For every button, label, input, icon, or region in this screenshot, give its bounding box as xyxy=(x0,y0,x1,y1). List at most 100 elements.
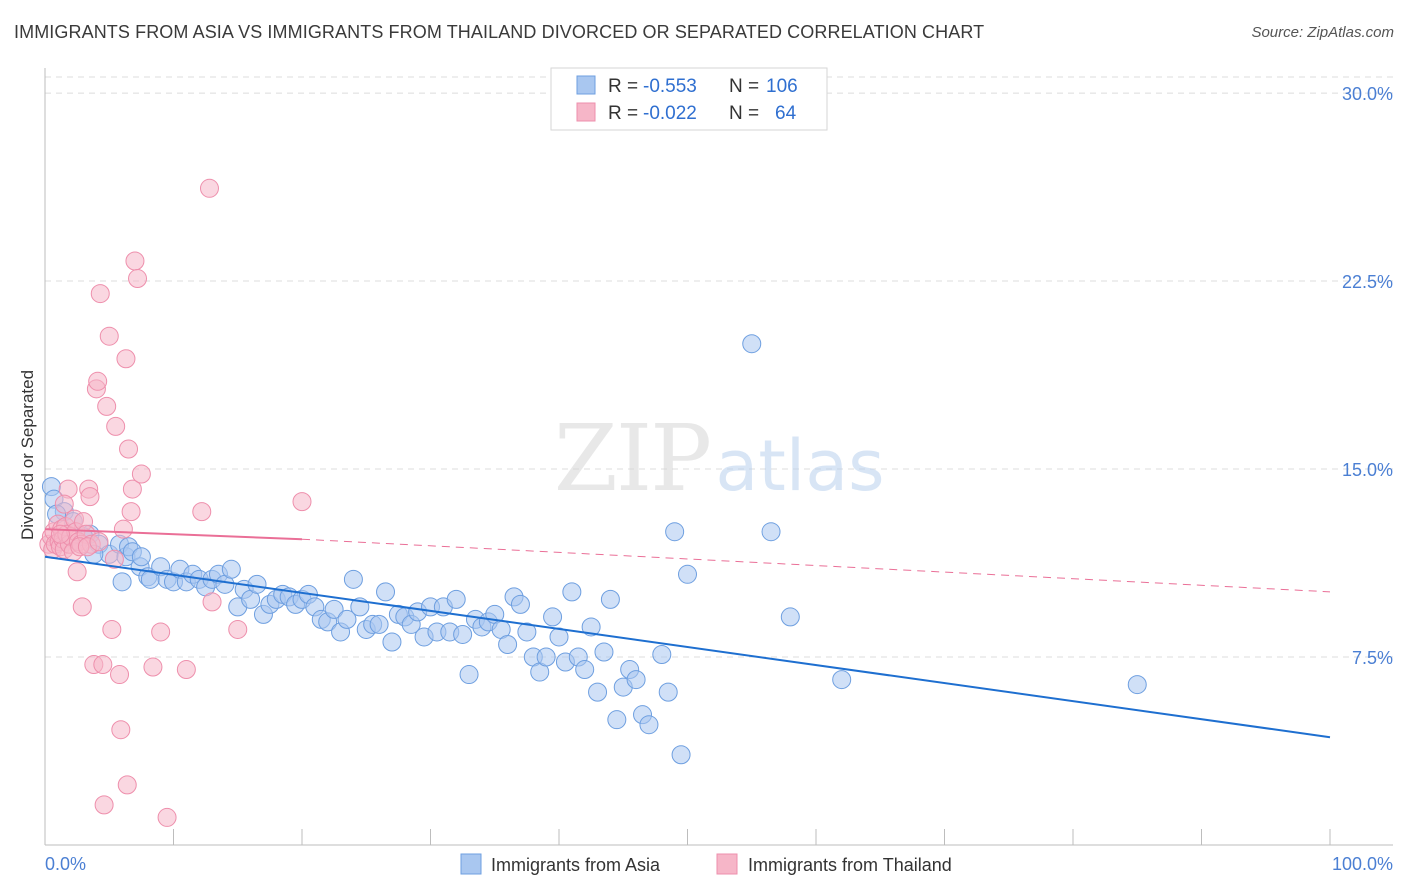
asia-point xyxy=(678,564,697,584)
asia-point xyxy=(562,582,582,602)
thailand-point xyxy=(116,349,136,369)
thailand-point xyxy=(151,622,171,642)
thailand-point xyxy=(131,464,151,484)
axis-layer xyxy=(44,68,1393,846)
asia-point xyxy=(671,745,691,765)
thailand-point xyxy=(199,178,219,198)
asia-point xyxy=(594,642,614,662)
chart-title: IMMIGRANTS FROM ASIA VS IMMIGRANTS FROM … xyxy=(14,22,985,42)
x-tick-label: 100.0% xyxy=(1332,854,1393,874)
series-legend-label-asia: Immigrants from Asia xyxy=(491,855,661,875)
asia-point xyxy=(382,632,402,652)
grid-layer xyxy=(45,76,1393,658)
asia-point xyxy=(131,547,151,567)
legend-swatch-asia xyxy=(576,75,596,95)
asia-point xyxy=(221,559,241,579)
legend-r-label-asia: R = xyxy=(608,76,638,97)
thailand-point xyxy=(117,775,137,795)
asia-point xyxy=(665,522,685,542)
y-tick-label: 15.0% xyxy=(1342,460,1393,480)
asia-point xyxy=(607,710,627,730)
thailand-point xyxy=(88,371,108,391)
series-legend-swatch-asia xyxy=(460,853,482,875)
thailand-point xyxy=(94,795,114,815)
legend-n-value-asia: 106 xyxy=(766,76,798,97)
series-legend: Immigrants from Asia Immigrants from Tha… xyxy=(460,853,952,875)
legend-swatch-thailand xyxy=(576,102,596,122)
thailand-point xyxy=(119,439,139,459)
asia-point xyxy=(588,682,608,702)
thailand-point xyxy=(80,487,100,507)
asia-point xyxy=(459,665,479,685)
asia-point xyxy=(761,522,781,542)
thailand-point xyxy=(121,502,141,522)
asia-point xyxy=(581,617,601,637)
thailand-point xyxy=(106,416,126,436)
asia-point xyxy=(324,599,344,619)
asia-point xyxy=(543,607,563,627)
points-layer xyxy=(39,178,1147,827)
asia-point xyxy=(369,614,389,634)
thailand-point xyxy=(89,532,109,552)
asia-point xyxy=(376,582,396,602)
watermark: ZIP atlas xyxy=(554,405,885,512)
asia-point xyxy=(453,624,473,644)
legend-r-value-thailand: -0.022 xyxy=(643,103,697,124)
thailand-point xyxy=(54,494,74,514)
thailand-point xyxy=(122,479,142,499)
tick-labels: 7.5% 15.0% 22.5% 30.0% 0.0% 100.0% xyxy=(45,84,1393,874)
trend-layer xyxy=(44,528,1331,739)
thailand-point xyxy=(102,619,122,639)
asia-point xyxy=(517,622,537,642)
series-legend-swatch-thailand xyxy=(716,853,738,875)
thailand-point xyxy=(192,502,212,522)
watermark-atlas: atlas xyxy=(715,425,884,507)
asia-point xyxy=(780,607,800,627)
y-tick-label: 22.5% xyxy=(1342,272,1393,292)
legend-n-label-asia: N = xyxy=(729,76,759,97)
thailand-point xyxy=(67,562,87,582)
thailand-point xyxy=(99,326,119,346)
asia-point xyxy=(112,572,132,592)
asia-point xyxy=(575,660,595,680)
thailand-point xyxy=(104,549,124,569)
thailand-point xyxy=(90,284,110,304)
thailand-point xyxy=(202,592,222,612)
thailand-point xyxy=(50,524,70,544)
legend-r-label-thailand: R = xyxy=(608,103,638,124)
thailand-trend-line xyxy=(44,528,303,541)
thailand-point xyxy=(72,597,92,617)
asia-point xyxy=(1127,675,1147,695)
thailand-point xyxy=(228,619,248,639)
legend-n-value-thailand: 64 xyxy=(775,103,797,124)
thailand-point xyxy=(97,396,117,416)
asia-point xyxy=(510,594,530,614)
y-tick-label: 7.5% xyxy=(1352,648,1393,668)
x-tick-label: 0.0% xyxy=(45,854,86,874)
thailand-point xyxy=(110,665,130,685)
asia-point xyxy=(536,647,556,667)
thailand-trend-extension xyxy=(301,538,1331,593)
asia-point xyxy=(446,589,466,609)
asia-point xyxy=(832,670,852,690)
asia-point xyxy=(337,609,357,629)
asia-point xyxy=(626,670,646,690)
asia-point xyxy=(658,682,678,702)
series-legend-label-thailand: Immigrants from Thailand xyxy=(748,855,952,875)
thailand-point xyxy=(93,655,113,675)
thailand-point xyxy=(128,269,148,289)
watermark-zip: ZIP xyxy=(554,405,710,512)
asia-point xyxy=(247,574,267,594)
correlation-legend: R = -0.553 N = 106 R = -0.022 N = 64 xyxy=(550,67,828,131)
thailand-point xyxy=(143,657,163,677)
asia-trend-line xyxy=(44,555,1331,739)
thailand-point xyxy=(292,492,312,512)
source-credit: Source: ZipAtlas.com xyxy=(1251,24,1394,41)
thailand-point xyxy=(125,251,145,271)
asia-point xyxy=(600,589,620,609)
thailand-point xyxy=(111,720,131,740)
thailand-point xyxy=(113,519,133,539)
y-axis-label: Divorced or Separated xyxy=(18,369,37,541)
asia-point xyxy=(639,715,659,735)
